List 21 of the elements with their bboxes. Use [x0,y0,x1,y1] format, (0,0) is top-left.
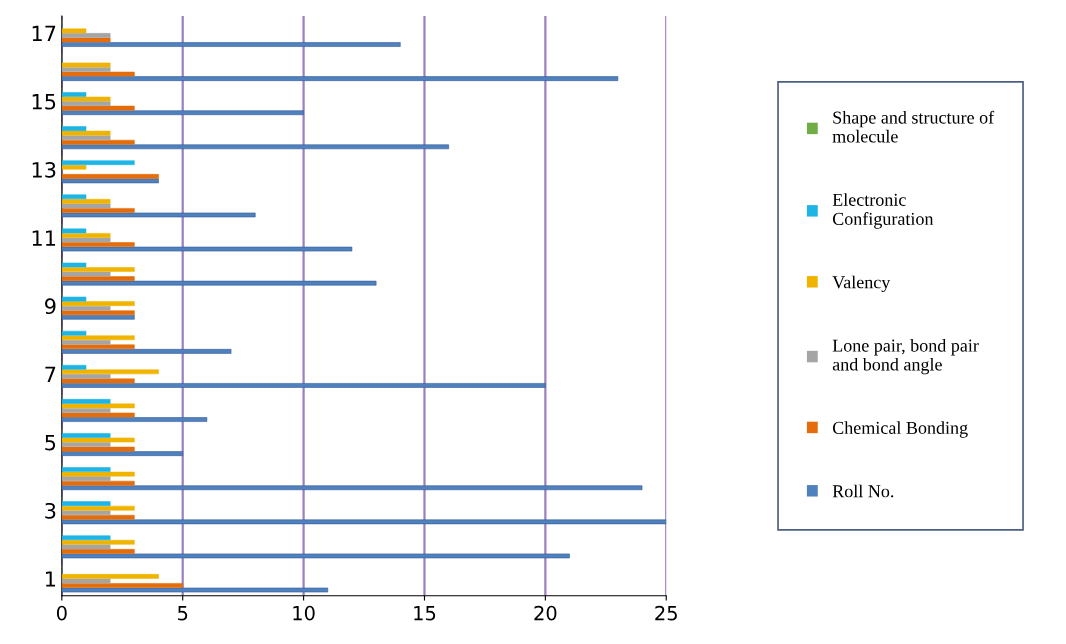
x-tick-label: 0 [56,605,67,621]
y-tick-label: 11 [32,230,56,246]
legend-label: Roll No. [832,484,894,498]
legend-label: Shape and structure of molecule [832,110,995,143]
y-tick-label: 9 [45,298,56,315]
y-tick-label: 7 [45,366,56,382]
y-tick-label: 3 [45,502,56,519]
x-tick-label: 15 [414,606,436,621]
x-tick-label: 10 [293,605,315,621]
legend-label: Valency [832,275,891,293]
legend-label: Lone pair, bond pair and bond angle [832,339,979,375]
legend-label: Electronic Configuration [832,193,934,229]
x-tick-label: 25 [655,605,677,621]
y-tick-label: 1 [46,571,56,587]
y-tick-label: 17 [32,25,56,42]
y-tick-label: 15 [32,94,56,110]
y-tick-label: 5 [45,435,56,451]
x-tick-label: 5 [178,606,188,621]
legend-label: Chemical Bonding [832,421,968,438]
y-tick-label: 13 [32,161,56,178]
x-tick-label: 20 [534,605,557,621]
